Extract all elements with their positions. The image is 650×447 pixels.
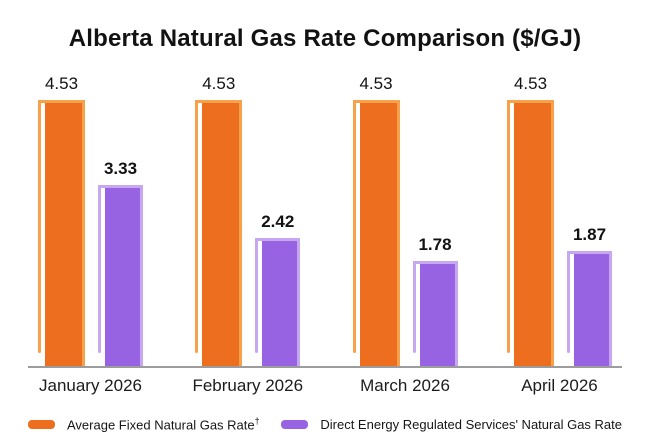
bar-accent-line [566,251,570,353]
bar-fixed-january [38,100,85,366]
bar-accent-line [98,185,101,353]
legend-item-der-rate: Direct Energy Regulated Services' Natura… [281,417,622,432]
value-label-der-february: 2.42 [261,212,295,231]
month-label-april: April 2026 [521,376,598,395]
month-label-february: February 2026 [192,376,304,395]
bar-fixed-april [506,100,554,366]
bar-fill [45,100,85,366]
value-label-fixed-february: 4.53 [202,74,236,93]
bar-fill [262,238,301,366]
bar-column-fixed-january: 4.53 [38,74,85,366]
bar-top-edge [255,238,301,241]
bar-der-february [255,238,301,366]
bar-top-edge [566,251,612,254]
bar-group-march: 4.53 1.78 [352,66,458,396]
chart-title: Alberta Natural Gas Rate Comparison ($/G… [68,25,582,52]
dagger-footnote-mark: † [254,416,260,426]
bar-accent-line [255,238,259,353]
bar-der-january [98,185,143,366]
value-label-der-january: 3.33 [103,159,138,178]
bar-fill [359,100,400,366]
bar-column-fixed-february: 4.53 [195,74,243,366]
legend-swatch-der-rate [281,419,309,429]
bar-column-der-february: 2.42 [255,212,301,366]
month-label-january: January 2026 [38,376,143,395]
bar-pair-january: 4.53 3.33 [38,66,143,366]
value-label-der-april: 1.87 [572,225,607,244]
bar-accent-line [195,100,199,353]
bar-column-der-april: 1.87 [566,225,612,366]
bar-fill [419,261,458,366]
bar-top-edge [98,185,143,188]
chart-area: 4.53 3.33 [28,66,622,396]
bar-groups-row: 4.53 3.33 [28,66,622,396]
bar-column-der-january: 3.33 [98,159,143,366]
legend-swatch-fixed-rate [28,419,55,429]
bar-column-fixed-march: 4.53 [352,74,400,366]
value-label-fixed-march: 4.53 [359,74,393,93]
legend: Average Fixed Natural Gas Rate† Direct E… [28,416,622,432]
bar-accent-line [412,261,416,353]
bar-column-fixed-april: 4.53 [506,74,554,366]
bar-top-edge [506,100,554,103]
bar-top-edge [38,100,85,103]
bar-fill [105,185,143,366]
bar-top-edge [352,100,400,103]
bar-der-march [412,261,458,366]
value-label-fixed-january: 4.53 [44,74,79,93]
bar-group-april: 4.53 1.87 [506,66,612,396]
bar-pair-february: 4.53 2.42 [195,66,301,366]
legend-label-der-rate: Direct Energy Regulated Services' Natura… [320,416,622,432]
bar-der-april [566,251,612,366]
chart-page: Alberta Natural Gas Rate Comparison ($/G… [28,25,622,432]
bar-top-edge [195,100,243,103]
bar-accent-line [352,100,356,353]
bar-fixed-march [352,100,400,366]
value-label-fixed-april: 4.53 [513,74,548,93]
bar-pair-march: 4.53 1.78 [352,66,458,366]
bar-fill [513,100,554,366]
bar-fill [573,251,612,366]
bar-fixed-february [195,100,243,366]
legend-label-fixed-rate-text: Average Fixed Natural Gas Rate [67,417,255,433]
x-axis-line [28,366,622,368]
bar-top-edge [412,261,458,264]
legend-label-fixed-rate: Average Fixed Natural Gas Rate† [67,416,260,432]
bar-column-der-march: 1.78 [412,235,458,366]
month-label-march: March 2026 [360,376,450,395]
bar-accent-line [38,100,41,353]
bar-group-january: 4.53 3.33 [38,66,143,396]
bar-accent-line [506,100,510,353]
legend-item-fixed-rate: Average Fixed Natural Gas Rate† [28,416,260,432]
value-label-der-march: 1.78 [418,235,452,254]
bar-pair-april: 4.53 1.87 [506,66,612,366]
bar-fill [202,100,243,366]
bar-group-february: 4.53 2.42 [192,66,303,396]
